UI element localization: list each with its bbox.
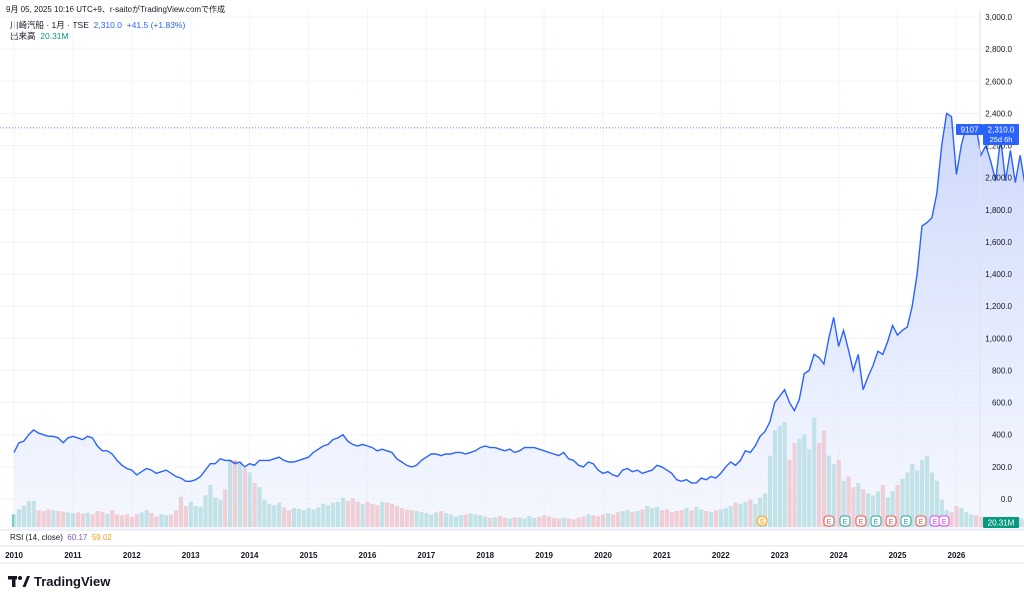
earnings-marker — [938, 515, 950, 527]
x-tick-label: 2014 — [241, 551, 259, 560]
event-marker-label: E — [874, 519, 879, 526]
earnings-marker — [885, 515, 897, 527]
grid — [0, 10, 980, 530]
rsi-value: 60.17 — [67, 533, 88, 542]
event-marker-label: E — [904, 519, 909, 526]
x-tick-label: 2012 — [123, 551, 141, 560]
y-tick-label: 2,200.0 — [985, 142, 1012, 151]
earnings-marker — [823, 515, 835, 527]
price-tag-value: 2,310.0 — [988, 126, 1015, 135]
price-axis[interactable]: 0.0 200.0 400.0 600.0 800.0 1,000.0 1,200.0 1,4… — [985, 13, 1012, 504]
x-tick-label: 2025 — [889, 551, 907, 560]
volume-tag-value: 20.31M — [988, 519, 1015, 528]
y-tick-label: 1,000.0 — [985, 334, 1012, 343]
event-marker-label: E — [919, 519, 924, 526]
event-marker-label: E — [827, 519, 832, 526]
tradingview-icon — [8, 576, 30, 587]
x-tick-label: 2021 — [653, 551, 671, 560]
x-tick-label: 2015 — [300, 551, 318, 560]
brand-name: TradingView — [34, 574, 111, 589]
event-marker-label: E — [843, 519, 848, 526]
x-tick-label: 2011 — [64, 551, 82, 560]
price-tag-countdown: 25d 6h — [990, 135, 1013, 144]
volume-legend: 出来高 20.31M — [10, 30, 69, 42]
y-tick-label: 2,400.0 — [985, 109, 1012, 118]
price-change: +41.5 (+1.83%) — [126, 20, 186, 30]
symbol-name[interactable]: 川崎汽船 · 1月 · TSE — [10, 20, 89, 30]
x-tick-label: 2016 — [359, 551, 377, 560]
price-tag: 9107 2,310.0 25d 6h — [956, 124, 1019, 145]
y-tick-label: 800.0 — [992, 366, 1013, 375]
x-tick-label: 2019 — [535, 551, 553, 560]
rsi-legend: RSI (14, close) 60.17 59.02 — [10, 533, 112, 542]
rsi-label[interactable]: RSI (14, close) — [10, 533, 63, 542]
y-tick-label: 2,600.0 — [985, 77, 1012, 86]
event-marker-label: S — [760, 519, 765, 526]
x-tick-label: 2013 — [182, 551, 200, 560]
x-tick-label: 2023 — [771, 551, 789, 560]
y-tick-label: 1,400.0 — [985, 270, 1012, 279]
earnings-marker — [855, 515, 867, 527]
y-tick-label: 1,200.0 — [985, 302, 1012, 311]
time-axis[interactable]: 2010 2011 2012 2013 2014 2015 2016 2017 2018 2019… — [5, 551, 966, 560]
price-area-fill — [14, 113, 1024, 530]
price-line — [13, 112, 1024, 484]
x-tick-label: 2017 — [417, 551, 435, 560]
x-tick-label: 2020 — [594, 551, 612, 560]
y-tick-label: 3,000.0 — [985, 13, 1012, 22]
tradingview-logo[interactable]: TradingView — [8, 574, 110, 589]
price-tag-box — [983, 124, 1019, 145]
y-tick-label: 1,600.0 — [985, 238, 1012, 247]
y-tick-label: 200.0 — [992, 463, 1013, 472]
event-marker-label: E — [933, 519, 938, 526]
x-tick-label: 2010 — [5, 551, 23, 560]
x-tick-label: 2022 — [712, 551, 730, 560]
x-tick-label: 2026 — [948, 551, 966, 560]
last-price: 2,310.0 — [93, 20, 122, 30]
x-tick-label: 2018 — [476, 551, 494, 560]
y-tick-label: 0.0 — [1001, 495, 1013, 504]
earnings-marker — [900, 515, 912, 527]
price-tag-ticker: 9107 — [961, 126, 979, 135]
price-tag-ticker-box — [956, 124, 983, 135]
volume-value: 20.31M — [40, 31, 69, 41]
y-tick-label: 400.0 — [992, 431, 1013, 440]
earnings-marker — [915, 515, 927, 527]
event-marker-label: E — [859, 519, 864, 526]
y-tick-label: 2,000.0 — [985, 174, 1012, 183]
volume-label[interactable]: 出来高 — [10, 31, 36, 41]
x-tick-label: 2024 — [830, 551, 848, 560]
event-marker-label: E — [889, 519, 894, 526]
split-marker — [756, 515, 768, 527]
y-tick-label: 600.0 — [992, 399, 1013, 408]
volume-tag: 20.31M — [983, 517, 1019, 528]
earnings-marker — [839, 515, 851, 527]
volume-tag-box — [983, 517, 1019, 528]
symbol-legend: 川崎汽船 · 1月 · TSE 2,310.0 +41.5 (+1.83%) — [10, 19, 185, 31]
earnings-marker — [870, 515, 882, 527]
y-tick-label: 1,800.0 — [985, 206, 1012, 215]
y-tick-label: 2,800.0 — [985, 45, 1012, 54]
event-marker-label: E — [942, 519, 947, 526]
rsi-ma-value: 59.02 — [91, 533, 112, 542]
snapshot-header: 9月 05, 2025 10:16 UTC+9、r-saitoがTradingV… — [6, 5, 225, 14]
